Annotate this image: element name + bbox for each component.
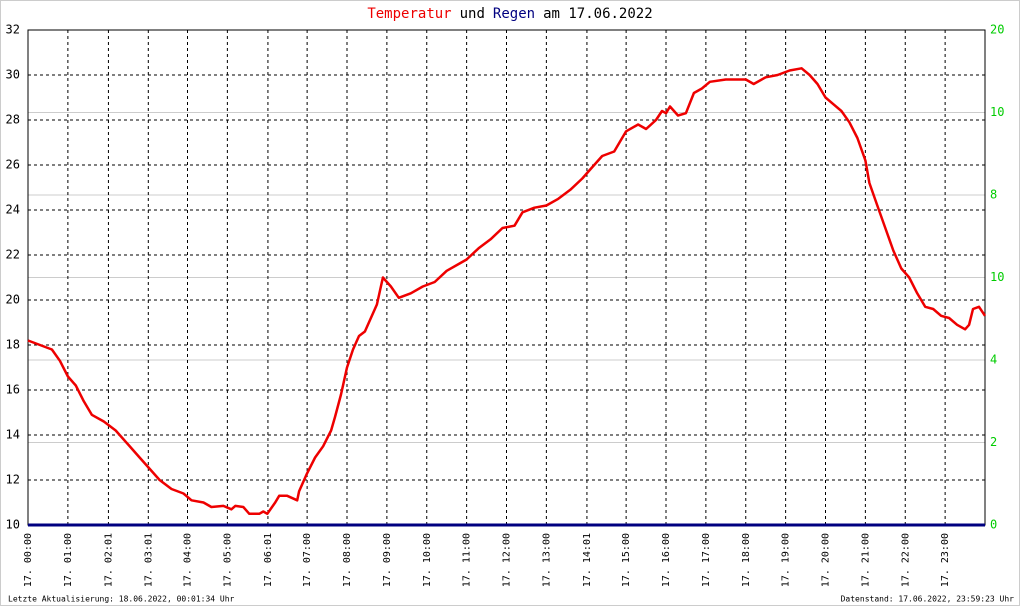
- y-tick-label: 20: [6, 293, 20, 307]
- x-tick-label: 17. 09:00: [382, 533, 393, 587]
- footer-right: Datenstand: 17.06.2022, 23:59:23 Uhr: [841, 595, 1015, 604]
- y-tick-label: 28: [6, 113, 20, 127]
- x-tick-label: 17. 18:00: [741, 533, 752, 587]
- y2-tick-label: 20: [990, 23, 1004, 37]
- y2-tick-label: 0: [990, 518, 997, 532]
- y-tick-label: 30: [6, 68, 20, 82]
- x-tick-label: 17. 08:00: [342, 533, 353, 587]
- x-tick-label: 17. 05:00: [222, 533, 233, 587]
- x-tick-label: 17. 19:00: [781, 533, 792, 587]
- series-line: [27, 67, 987, 516]
- y2-tick-label: 10: [990, 105, 1004, 119]
- x-tick-label: 17. 07:00: [302, 533, 313, 587]
- x-tick-label: 17. 13:00: [541, 533, 552, 587]
- y-tick-label: 18: [6, 338, 20, 352]
- title-part: Temperatur: [367, 6, 451, 22]
- x-tick-label: 17. 11:00: [462, 533, 473, 587]
- x-tick-label: 17. 23:00: [940, 533, 951, 587]
- x-tick-label: 17. 00:00: [23, 533, 34, 587]
- y2-tick-label: 4: [990, 353, 997, 367]
- x-tick-label: 17. 15:00: [621, 533, 632, 587]
- x-tick-label: 17. 03:01: [143, 533, 154, 587]
- x-tick-label: 17. 02:01: [103, 533, 114, 587]
- x-tick-label: 17. 22:00: [900, 533, 911, 587]
- x-tick-label: 17. 12:00: [502, 533, 513, 587]
- y-tick-label: 26: [6, 158, 20, 172]
- y-tick-label: 10: [6, 518, 20, 532]
- title-part: und: [460, 6, 485, 22]
- y-tick-label: 16: [6, 383, 20, 397]
- title-part: Regen: [493, 6, 535, 22]
- chart-title: Temperatur und Regen am 17.06.2022: [367, 6, 652, 22]
- y2-tick-label: 8: [990, 188, 997, 202]
- x-tick-label: 17. 20:00: [821, 533, 832, 587]
- x-tick-label: 17. 21:00: [860, 533, 871, 587]
- y-tick-label: 12: [6, 473, 20, 487]
- y-tick-label: 32: [6, 23, 20, 37]
- footer-left: Letzte Aktualisierung: 18.06.2022, 00:01…: [8, 595, 235, 604]
- x-tick-label: 17. 17:00: [701, 533, 712, 587]
- x-tick-label: 17. 10:00: [422, 533, 433, 587]
- y2-tick-label: 2: [990, 435, 997, 449]
- y-tick-label: 22: [6, 248, 20, 262]
- title-part: am 17.06.2022: [543, 6, 653, 22]
- x-tick-label: 17. 06:01: [263, 533, 274, 587]
- y-tick-label: 24: [6, 203, 20, 217]
- y-tick-label: 14: [6, 428, 20, 442]
- x-tick-label: 17. 14:01: [582, 533, 593, 587]
- x-tick-label: 17. 16:00: [661, 533, 672, 587]
- y2-tick-label: 10: [990, 270, 1004, 284]
- x-tick-label: 17. 01:00: [63, 533, 74, 587]
- x-tick-label: 17. 04:00: [183, 533, 194, 587]
